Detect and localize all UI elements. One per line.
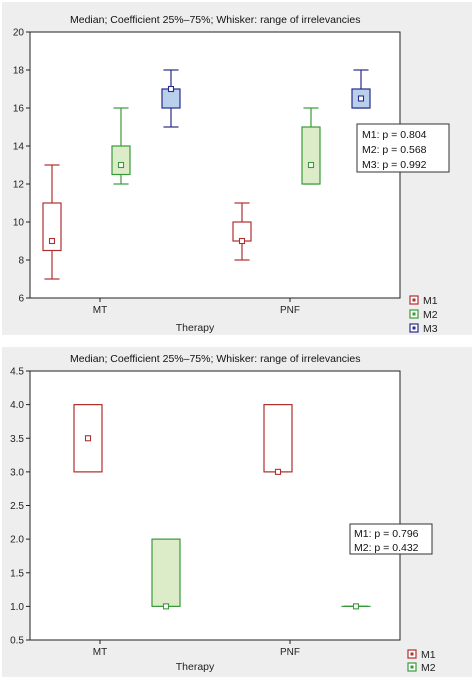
x-category-label: PNF — [280, 647, 300, 658]
box-m1-pnf — [232, 202, 252, 261]
box-m3-mt — [161, 69, 181, 128]
x-category-label: MT — [93, 305, 107, 316]
chart-1: Median; Coefficient 25%–75%; Whisker: ra… — [2, 2, 472, 335]
stats-line: M2: p = 0.432 — [354, 542, 419, 554]
y-tick-label: 14 — [13, 142, 25, 153]
iqr-box — [263, 404, 293, 473]
median-marker — [357, 95, 365, 102]
box-m2-mt — [151, 538, 181, 610]
median-marker — [274, 468, 282, 475]
median-marker — [352, 603, 360, 610]
y-tick-label: 20 — [13, 28, 25, 39]
legend-label-m2: M2 — [423, 309, 438, 321]
box-m2-pnf — [301, 107, 321, 185]
median-marker — [167, 85, 175, 93]
stats-line: M1: p = 0.796 — [354, 528, 419, 540]
median-marker — [117, 161, 125, 169]
iqr-box — [111, 145, 131, 176]
x-axis-label: Therapy — [176, 322, 215, 334]
box-m1-mt — [42, 164, 62, 280]
y-tick-label: 16 — [13, 104, 25, 115]
x-axis-label: Therapy — [176, 661, 215, 673]
y-tick-label: 18 — [13, 66, 25, 77]
stats-line: M1: p = 0.804 — [362, 129, 427, 141]
y-tick-label: 2.5 — [10, 501, 24, 512]
y-tick-label: 10 — [13, 218, 25, 229]
legend-label-m1: M1 — [421, 649, 436, 661]
median-marker — [307, 161, 315, 169]
legend-label-m3: M3 — [423, 323, 438, 335]
x-category-label: PNF — [280, 305, 300, 316]
legend-marker-dot — [412, 312, 416, 316]
iqr-box — [151, 538, 181, 607]
chart-title: Median; Coefficient 25%–75%; Whisker: ra… — [70, 353, 360, 365]
y-tick-label: 3.0 — [10, 467, 24, 478]
legend-marker-dot — [412, 326, 416, 330]
box-m3-pnf — [351, 69, 371, 109]
legend-label-m1: M1 — [423, 295, 438, 307]
y-tick-label: 0.5 — [10, 636, 24, 647]
box-m2-pnf — [341, 603, 371, 610]
legend-label-m2: M2 — [421, 662, 436, 674]
box-m1-mt — [73, 404, 103, 473]
iqr-box — [301, 126, 321, 185]
stats-box — [349, 523, 433, 555]
median-marker — [238, 237, 246, 245]
y-tick-label: 6 — [18, 294, 24, 305]
stats-line: M2: p = 0.568 — [362, 144, 427, 156]
median-marker — [162, 603, 170, 610]
box-m2-mt — [111, 107, 131, 185]
y-tick-label: 4.5 — [10, 367, 24, 378]
median-marker — [84, 435, 92, 442]
iqr-box — [42, 202, 62, 252]
plot-area — [29, 31, 401, 299]
chart-2: Median; Coefficient 25%–75%; Whisker: ra… — [2, 347, 472, 677]
stats-line: M3: p = 0.992 — [362, 159, 427, 171]
y-tick-label: 4.0 — [10, 400, 24, 411]
legend-marker-dot — [412, 298, 416, 302]
y-tick-label: 1.5 — [10, 568, 24, 579]
y-tick-label: 12 — [13, 180, 25, 191]
x-category-label: MT — [93, 647, 107, 658]
box-m1-pnf — [263, 404, 293, 475]
y-tick-label: 3.5 — [10, 434, 24, 445]
legend-marker-dot — [410, 665, 414, 669]
stats-box — [356, 123, 450, 173]
median-marker — [48, 237, 56, 245]
y-tick-label: 8 — [18, 256, 24, 267]
chart-title: Median; Coefficient 25%–75%; Whisker: ra… — [70, 14, 360, 26]
y-tick-label: 1.0 — [10, 602, 24, 613]
legend-marker-dot — [410, 652, 414, 656]
y-tick-label: 2.0 — [10, 535, 24, 546]
